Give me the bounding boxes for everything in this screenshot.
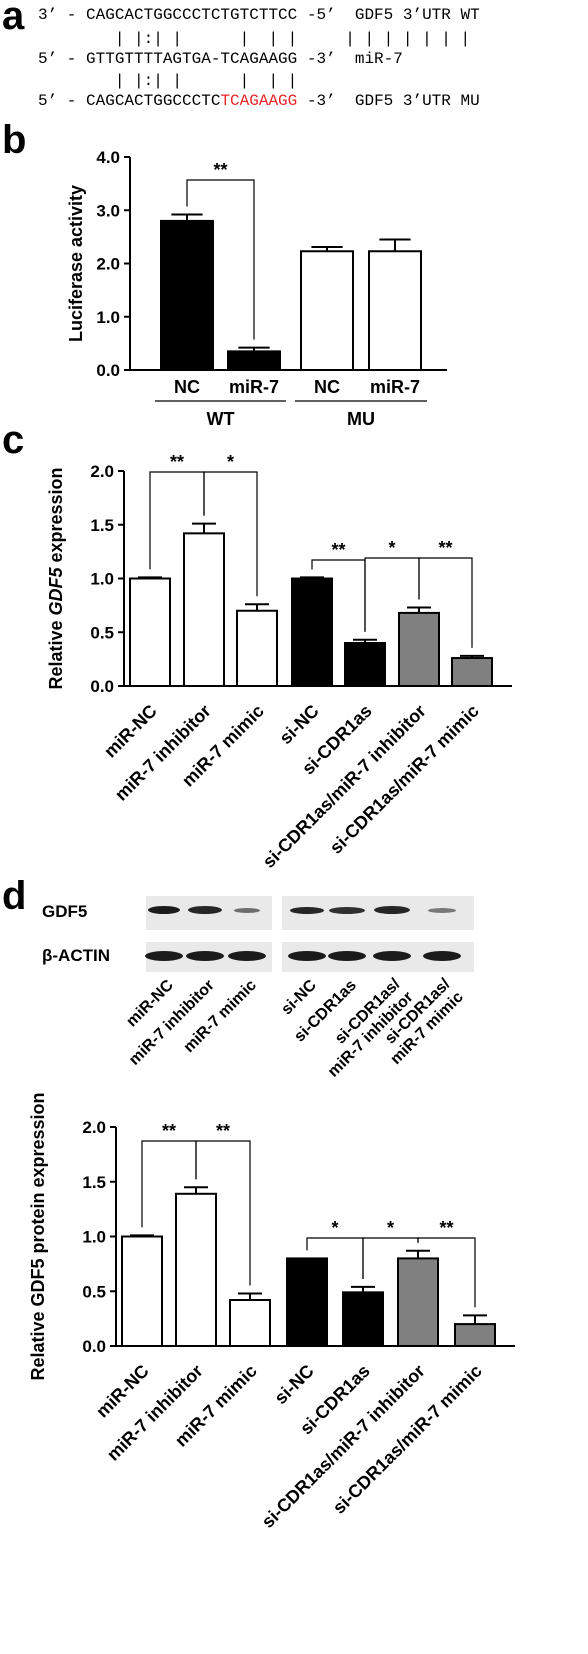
- x-tick-label: NC: [174, 377, 200, 397]
- y-tick-label: 4.0: [96, 148, 120, 167]
- sequence-line: | |:| | | | |: [38, 72, 297, 90]
- significance-label: **: [216, 1121, 230, 1141]
- significance-label: *: [388, 538, 395, 558]
- blot-row-label: β-ACTIN: [42, 946, 110, 965]
- y-tick-label: 0.5: [82, 1282, 106, 1301]
- actin-band: [145, 951, 183, 961]
- chart-b-luciferase: 0.0 1.0 2.0 3.0 4.0 Luciferase activity ** NC mi…: [66, 148, 447, 429]
- gdf5-band: [148, 906, 180, 914]
- bar: [368, 250, 422, 371]
- actin-band: [423, 951, 461, 961]
- bar: [229, 1299, 271, 1347]
- actin-band: [373, 951, 411, 961]
- actin-band: [328, 951, 366, 961]
- bar: [291, 577, 333, 687]
- bar: [454, 1323, 496, 1348]
- bar: [286, 1257, 328, 1347]
- y-tick-label: 0.0: [96, 361, 120, 380]
- bar: [344, 642, 386, 687]
- significance-bracket: [195, 1140, 251, 1286]
- x-tick-label: si-NC: [270, 1361, 317, 1408]
- y-tick-label: 0.5: [90, 623, 114, 642]
- bar: [175, 1192, 217, 1347]
- bar: [160, 219, 214, 372]
- bar: [397, 1257, 439, 1347]
- x-tick-label: si-NC: [275, 701, 322, 748]
- x-tick-label: miR-7 inhibitor: [111, 701, 215, 805]
- y-tick-label: 1.0: [96, 308, 120, 327]
- y-tick-label: 3.0: [96, 201, 120, 220]
- chart-d-gdf5-protein: 0.0 0.5 1.0 1.5 2.0 Relative GDF5 protein exp…: [28, 1092, 515, 1532]
- group-label: MU: [347, 409, 375, 429]
- sequence-line: 5’ - CAGCACTGGCCCTCTCAGAAGG -3’ GDF5 3’U…: [38, 92, 480, 110]
- significance-label: **: [162, 1121, 176, 1141]
- y-tick-label: 2.0: [90, 462, 114, 481]
- bar: [300, 250, 354, 371]
- blot-lane-label: miR-7 mimic: [181, 977, 260, 1056]
- x-tick-label: NC: [314, 377, 340, 397]
- sequence-text: 5’ - CAGCACTGGCCCTC: [38, 92, 221, 110]
- blot-row-label: GDF5: [42, 902, 88, 921]
- panel-c-letter: c: [2, 418, 25, 462]
- x-tick-label: miR-7 inhibitor: [103, 1361, 207, 1465]
- gdf5-band: [329, 906, 365, 914]
- chart-c-gdf5-mrna: 0.0 0.5 1.0 1.5 2.0 Relative GDF5 expression *…: [46, 452, 512, 872]
- significance-label: **: [438, 538, 452, 558]
- y-tick-label: 1.5: [82, 1173, 106, 1192]
- significance-label: *: [387, 1218, 394, 1238]
- significance-bracket: [417, 1237, 476, 1308]
- y-tick-label: 1.0: [90, 570, 114, 589]
- y-tick-label: 2.0: [82, 1118, 106, 1137]
- bar: [342, 1291, 384, 1347]
- significance-label: **: [439, 1218, 453, 1238]
- actin-band: [288, 951, 326, 961]
- gdf5-band: [234, 907, 260, 913]
- sequence-text: | |:| | | | | | | | | | | |: [38, 30, 471, 48]
- bar: [121, 1235, 163, 1347]
- significance-label: **: [213, 160, 227, 180]
- significance-label: *: [331, 1218, 338, 1238]
- mutated-sequence-text: TCAGAAGG: [220, 92, 298, 110]
- gdf5-band: [290, 906, 324, 914]
- actin-band: [228, 951, 266, 961]
- x-tick-label: miR-7: [370, 377, 420, 397]
- sequence-text: 3’ - CAGCACTGGCCCTCTGTCTTCC -5’ GDF5 3’U…: [38, 6, 480, 24]
- y-tick-label: 0.0: [90, 677, 114, 696]
- gdf5-band: [428, 907, 456, 913]
- bar: [398, 611, 440, 687]
- y-tick-label: 0.0: [82, 1337, 106, 1356]
- significance-bracket: [203, 471, 258, 597]
- gdf5-band: [188, 906, 222, 914]
- bar: [183, 532, 225, 687]
- significance-bracket: [418, 557, 473, 648]
- y-axis-label: Relative GDF5 expression: [46, 467, 66, 689]
- sequence-line: | |:| | | | | | | | | | | |: [38, 30, 470, 48]
- bar: [227, 350, 281, 372]
- sequence-line: 3’ - CAGCACTGGCCCTCTGTCTTCC -5’ GDF5 3’U…: [38, 6, 480, 24]
- sequence-line: 5’ - GTTGTTTTAGTGA-TCAGAAGG -3’ miR-7: [38, 50, 403, 68]
- bar: [129, 577, 171, 687]
- significance-label: *: [227, 452, 234, 472]
- sequence-suffix: -3’ GDF5 3’UTR MU: [297, 92, 480, 110]
- bar: [236, 609, 278, 687]
- y-tick-label: 1.0: [82, 1228, 106, 1247]
- actin-band: [186, 951, 224, 961]
- significance-label: **: [331, 540, 345, 560]
- y-axis-label: Luciferase activity: [66, 185, 86, 342]
- panel-d-letter: d: [2, 874, 27, 918]
- significance-bracket: [186, 179, 255, 340]
- y-tick-label: 1.5: [90, 516, 114, 535]
- gdf5-band: [374, 906, 410, 914]
- y-axis-label: Relative GDF5 protein expression: [28, 1092, 48, 1380]
- group-label: WT: [207, 409, 235, 429]
- panel-b-letter: b: [2, 118, 27, 162]
- bar: [451, 657, 493, 688]
- significance-label: **: [170, 452, 184, 472]
- sequence-text: 5’ - GTTGTTTTAGTGA-TCAGAAGG -3’ miR-7: [38, 50, 403, 68]
- x-tick-label: miR-7: [229, 377, 279, 397]
- panel-a-letter: a: [2, 0, 25, 38]
- sequence-text: | |:| | | | |: [38, 72, 298, 90]
- y-tick-label: 2.0: [96, 255, 120, 274]
